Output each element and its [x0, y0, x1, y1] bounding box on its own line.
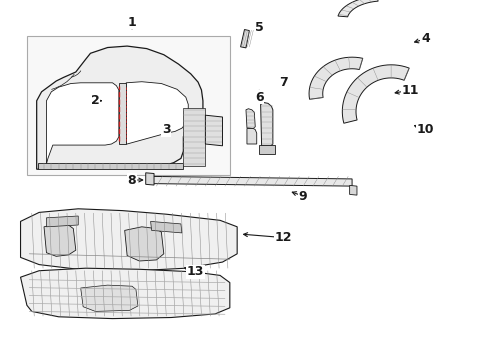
- Text: 7: 7: [279, 76, 287, 89]
- Polygon shape: [349, 185, 356, 195]
- Polygon shape: [246, 129, 256, 144]
- Text: 1: 1: [127, 16, 136, 29]
- Polygon shape: [337, 0, 377, 17]
- Polygon shape: [145, 173, 154, 185]
- Polygon shape: [46, 83, 119, 164]
- Polygon shape: [20, 209, 237, 271]
- Polygon shape: [46, 216, 78, 227]
- Text: 5: 5: [254, 21, 263, 33]
- Polygon shape: [183, 108, 205, 166]
- Text: 3: 3: [162, 123, 170, 136]
- Polygon shape: [124, 227, 163, 261]
- Polygon shape: [151, 176, 351, 186]
- Text: 6: 6: [254, 91, 263, 104]
- Polygon shape: [240, 30, 249, 48]
- Polygon shape: [81, 285, 138, 311]
- Text: 13: 13: [186, 265, 204, 278]
- Polygon shape: [150, 221, 182, 233]
- Polygon shape: [119, 83, 126, 144]
- Polygon shape: [20, 268, 229, 319]
- Text: 8: 8: [127, 174, 136, 186]
- Text: 11: 11: [401, 84, 419, 96]
- Polygon shape: [38, 163, 183, 169]
- Text: 10: 10: [416, 123, 433, 136]
- Text: 4: 4: [420, 32, 429, 45]
- Polygon shape: [259, 145, 274, 154]
- Polygon shape: [126, 82, 188, 144]
- Polygon shape: [27, 36, 229, 175]
- Polygon shape: [205, 115, 222, 146]
- Polygon shape: [260, 103, 272, 146]
- Text: 2: 2: [91, 94, 100, 107]
- Polygon shape: [308, 57, 362, 99]
- Polygon shape: [44, 224, 76, 256]
- Polygon shape: [37, 46, 203, 169]
- Text: 12: 12: [274, 231, 292, 244]
- Polygon shape: [342, 65, 408, 123]
- Polygon shape: [245, 109, 255, 129]
- Text: 9: 9: [298, 190, 307, 203]
